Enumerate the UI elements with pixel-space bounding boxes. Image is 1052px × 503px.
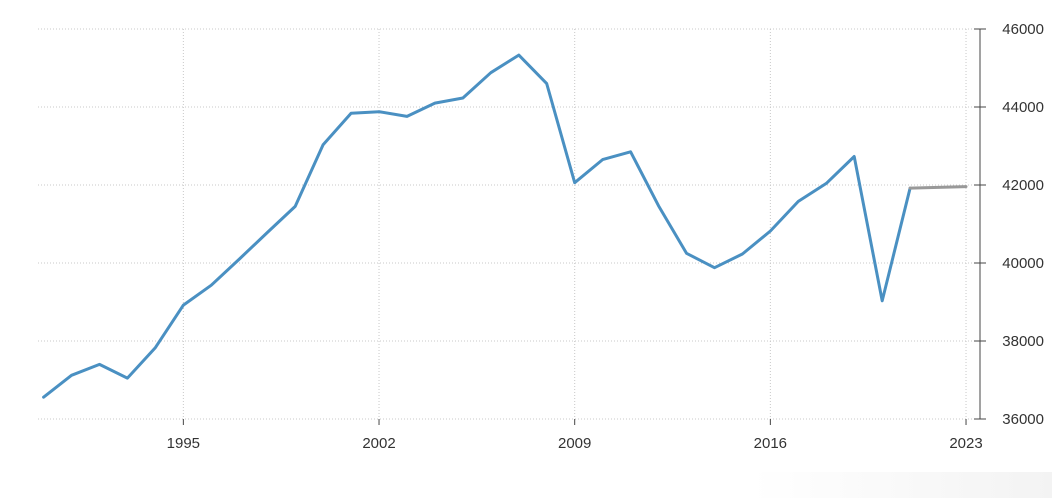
x-tick-label: 2023 <box>949 435 982 452</box>
data-point <box>797 200 799 202</box>
data-point <box>434 102 436 104</box>
y-tick-label: 44000 <box>1002 99 1044 116</box>
axes: 36000 38000 40000 42000 44000 46000 1995 2002 20… <box>167 21 1044 452</box>
x-tick-label: 2002 <box>362 435 395 452</box>
y-tick-label: 46000 <box>1002 21 1044 38</box>
data-point <box>881 300 883 302</box>
y-tick-label: 38000 <box>1002 333 1044 350</box>
data-point <box>546 82 548 84</box>
data-point <box>629 151 631 153</box>
data-point <box>406 115 408 117</box>
grid <box>38 28 980 420</box>
data-point <box>154 346 156 348</box>
x-tick-label: 2009 <box>558 435 591 452</box>
data-point <box>350 112 352 114</box>
data-point <box>741 253 743 255</box>
data-point <box>490 72 492 74</box>
data-point <box>965 185 967 187</box>
data-point <box>909 187 911 189</box>
data-point <box>713 267 715 269</box>
data-point <box>769 230 771 232</box>
x-tick-label: 2016 <box>754 435 787 452</box>
data-point <box>210 284 212 286</box>
series <box>42 53 968 399</box>
data-point <box>126 377 128 379</box>
data-point <box>518 54 520 56</box>
data-point <box>70 374 72 376</box>
y-tick-label: 36000 <box>1002 411 1044 428</box>
data-point <box>657 205 659 207</box>
x-tick-label: 1995 <box>167 435 200 452</box>
data-point <box>238 258 240 260</box>
data-point <box>574 182 576 184</box>
data-point <box>825 182 827 184</box>
data-point <box>98 363 100 365</box>
y-tick-label: 42000 <box>1002 177 1044 194</box>
data-point <box>378 111 380 113</box>
data-point <box>462 97 464 99</box>
series-line-actual <box>42 53 912 399</box>
data-point <box>182 304 184 306</box>
data-point <box>266 231 268 233</box>
y-tick-label: 40000 <box>1002 255 1044 272</box>
series-line-forecast <box>908 185 968 190</box>
data-point <box>42 396 44 398</box>
data-point <box>294 205 296 207</box>
data-point <box>853 155 855 157</box>
data-point <box>685 252 687 254</box>
data-point <box>322 144 324 146</box>
footer-strip <box>0 472 1052 498</box>
data-point <box>601 158 603 160</box>
